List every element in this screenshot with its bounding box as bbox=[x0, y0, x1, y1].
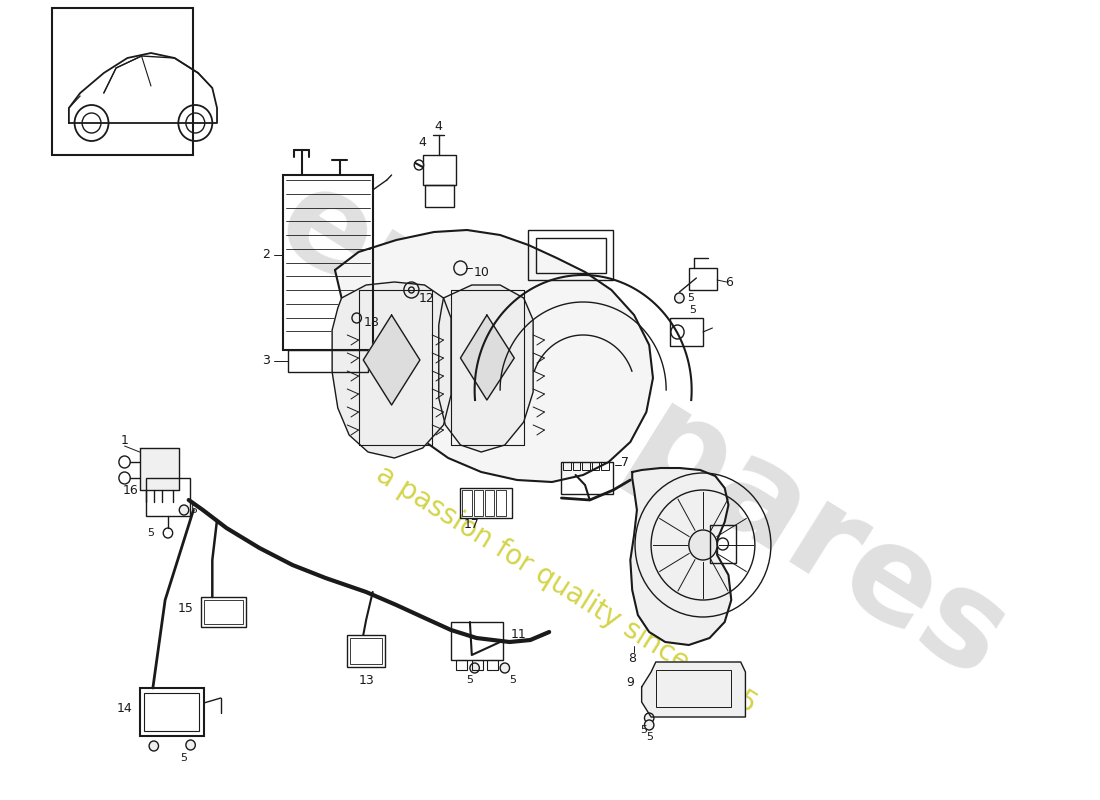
Bar bbox=[536, 238, 606, 273]
Polygon shape bbox=[641, 662, 746, 717]
Text: 5: 5 bbox=[466, 675, 473, 685]
Bar bbox=[425, 185, 454, 207]
Text: 10: 10 bbox=[474, 266, 490, 278]
Bar bbox=[528, 230, 614, 280]
Bar bbox=[485, 490, 494, 516]
Circle shape bbox=[470, 663, 480, 673]
Bar bbox=[140, 688, 204, 736]
Bar bbox=[710, 525, 736, 563]
Circle shape bbox=[150, 741, 158, 751]
Bar bbox=[451, 622, 503, 660]
Text: 4: 4 bbox=[434, 121, 442, 134]
Text: 4: 4 bbox=[419, 137, 427, 150]
Bar bbox=[474, 490, 483, 516]
Text: eurospares: eurospares bbox=[254, 155, 1030, 705]
Text: 13: 13 bbox=[359, 674, 374, 687]
Bar bbox=[670, 318, 703, 346]
Bar bbox=[348, 635, 385, 667]
Bar bbox=[288, 350, 368, 372]
Bar bbox=[487, 660, 498, 670]
Text: 5: 5 bbox=[640, 725, 647, 735]
Text: 17: 17 bbox=[464, 518, 480, 531]
Bar bbox=[656, 670, 732, 707]
Bar bbox=[422, 155, 455, 185]
Bar bbox=[461, 488, 513, 518]
Bar bbox=[144, 693, 199, 731]
Text: 5: 5 bbox=[509, 675, 516, 685]
Text: 9: 9 bbox=[626, 675, 634, 689]
Bar bbox=[601, 462, 608, 470]
Text: 3: 3 bbox=[262, 354, 270, 367]
Text: 15: 15 bbox=[177, 602, 194, 615]
Bar bbox=[472, 660, 483, 670]
Text: 1: 1 bbox=[121, 434, 129, 446]
Polygon shape bbox=[461, 315, 515, 400]
Text: 16: 16 bbox=[123, 483, 139, 497]
Circle shape bbox=[645, 720, 653, 730]
Bar bbox=[573, 462, 581, 470]
Polygon shape bbox=[439, 285, 534, 452]
Text: 5: 5 bbox=[646, 732, 652, 742]
Circle shape bbox=[500, 663, 509, 673]
Circle shape bbox=[689, 530, 717, 560]
Text: 5: 5 bbox=[180, 753, 187, 763]
Text: 5: 5 bbox=[686, 293, 694, 303]
Circle shape bbox=[674, 293, 684, 303]
Text: 14: 14 bbox=[117, 702, 132, 714]
Bar bbox=[201, 597, 246, 627]
Bar bbox=[52, 8, 194, 155]
Text: 2: 2 bbox=[262, 249, 270, 262]
Polygon shape bbox=[363, 315, 420, 405]
Text: 11: 11 bbox=[510, 627, 526, 641]
Text: 12: 12 bbox=[419, 291, 435, 305]
Bar bbox=[592, 462, 600, 470]
Bar bbox=[350, 638, 382, 664]
Bar bbox=[455, 660, 468, 670]
Circle shape bbox=[645, 713, 653, 723]
Circle shape bbox=[186, 740, 196, 750]
Text: a passion for quality since 1985: a passion for quality since 1985 bbox=[371, 461, 761, 719]
Text: 7: 7 bbox=[620, 455, 629, 469]
Text: 6: 6 bbox=[725, 275, 733, 289]
Polygon shape bbox=[332, 282, 451, 458]
Bar bbox=[496, 490, 506, 516]
Bar bbox=[204, 600, 243, 624]
Text: 5: 5 bbox=[689, 305, 696, 315]
Bar bbox=[146, 478, 189, 516]
Text: 18: 18 bbox=[363, 315, 379, 329]
Bar bbox=[582, 462, 590, 470]
Circle shape bbox=[179, 505, 189, 515]
Bar bbox=[689, 268, 717, 290]
Polygon shape bbox=[140, 448, 179, 490]
Bar bbox=[283, 175, 373, 350]
Text: 8: 8 bbox=[628, 651, 636, 665]
Text: 5: 5 bbox=[147, 528, 154, 538]
Bar bbox=[561, 462, 614, 494]
Polygon shape bbox=[336, 230, 653, 482]
Bar bbox=[462, 490, 472, 516]
Polygon shape bbox=[630, 468, 732, 645]
Bar bbox=[563, 462, 571, 470]
Text: 5: 5 bbox=[190, 505, 198, 515]
